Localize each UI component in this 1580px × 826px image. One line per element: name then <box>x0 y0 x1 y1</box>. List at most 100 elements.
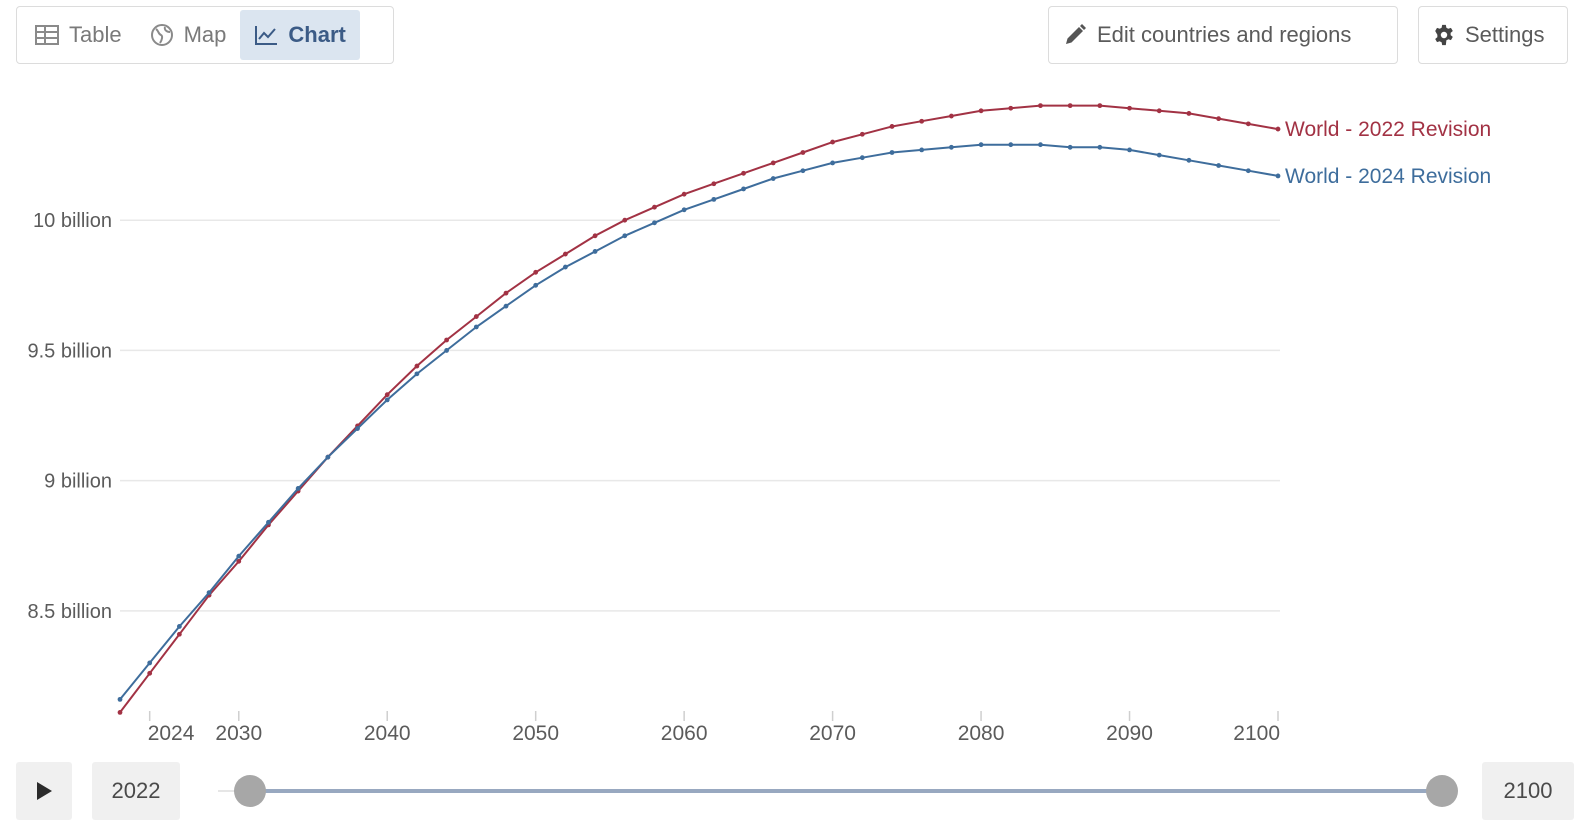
data-point <box>384 392 390 398</box>
y-tick-label: 9 billion <box>44 471 112 493</box>
data-point <box>1275 173 1281 179</box>
x-tick-label: 2070 <box>809 722 856 745</box>
data-point <box>414 363 420 369</box>
play-icon <box>37 782 52 800</box>
y-tick-label: 9.5 billion <box>27 340 112 362</box>
table-icon <box>35 25 59 45</box>
gridlines <box>120 219 1280 612</box>
data-point <box>830 160 836 166</box>
x-tick-label: 2040 <box>364 722 411 745</box>
data-point <box>1156 108 1162 114</box>
data-point <box>1097 144 1103 150</box>
data-point <box>681 207 687 213</box>
data-point <box>592 249 598 254</box>
x-tick-label: 2024 <box>148 722 195 745</box>
tab-chart-label: Chart <box>288 22 346 47</box>
timeline-end-year: 2100 <box>1482 762 1574 820</box>
data-point <box>533 282 539 288</box>
data-point <box>800 150 806 155</box>
data-point <box>592 233 598 239</box>
timeline-slider-track[interactable] <box>250 789 1442 793</box>
settings-button[interactable]: Settings <box>1418 6 1568 64</box>
series-line <box>119 143 1279 701</box>
data-point <box>741 170 746 176</box>
data-point <box>473 314 479 319</box>
data-point <box>1216 163 1222 168</box>
tab-map[interactable]: Map <box>136 10 241 60</box>
data-point <box>562 264 568 270</box>
data-point <box>978 142 984 148</box>
data-point <box>1008 142 1014 148</box>
timeline-end-handle[interactable] <box>1426 775 1458 807</box>
series-label: World - 2024 Revision <box>1285 165 1491 188</box>
x-tick-label: 2060 <box>661 722 708 745</box>
data-point <box>414 371 420 377</box>
y-tick-label: 8.5 billion <box>27 601 112 623</box>
series-label: World - 2022 Revision <box>1285 118 1491 141</box>
line-chart: 8.5 billion 9 billion 9.5 billion 10 billio… <box>27 103 1491 745</box>
data-point <box>889 124 895 129</box>
data-point <box>770 160 776 166</box>
data-point <box>1008 105 1014 111</box>
data-point <box>741 186 746 192</box>
tab-table[interactable]: Table <box>21 10 136 60</box>
data-point <box>622 233 628 239</box>
data-point <box>681 191 687 197</box>
x-tick-label: 2030 <box>215 722 262 745</box>
data-point <box>1067 144 1073 150</box>
edit-countries-label: Edit countries and regions <box>1097 22 1352 47</box>
globe-icon <box>150 24 173 46</box>
data-point <box>503 303 509 309</box>
data-point <box>1127 147 1132 153</box>
data-point <box>948 113 954 119</box>
tab-table-label: Table <box>69 22 122 47</box>
data-point <box>533 269 539 275</box>
edit-countries-button[interactable]: Edit countries and regions <box>1048 6 1398 64</box>
data-point <box>1097 103 1103 109</box>
data-point <box>176 624 182 629</box>
data-point <box>236 558 242 564</box>
x-tick-label: 2080 <box>958 722 1005 745</box>
data-point <box>1127 105 1132 111</box>
data-point <box>622 217 628 223</box>
data-point <box>503 290 509 296</box>
data-point <box>1067 103 1073 109</box>
data-point <box>1275 126 1281 132</box>
data-point <box>800 168 806 174</box>
settings-label: Settings <box>1465 22 1545 47</box>
data-point <box>652 204 657 210</box>
data-point <box>919 118 925 124</box>
data-point <box>830 139 836 145</box>
series-labels: World - 2022 Revision World - 2024 Revisi… <box>1285 118 1491 188</box>
data-point <box>1186 111 1192 116</box>
data-point <box>295 486 301 491</box>
y-axis-ticks: 8.5 billion 9 billion 9.5 billion 10 billio… <box>27 210 112 623</box>
series-group <box>117 103 1281 715</box>
tab-map-label: Map <box>183 22 227 47</box>
timeline-start-handle[interactable] <box>234 775 266 807</box>
data-point <box>325 454 331 460</box>
series-line <box>119 104 1279 714</box>
data-point <box>562 251 568 257</box>
tab-chart[interactable]: Chart <box>240 10 360 60</box>
view-tabs: Table Map Chart <box>16 6 394 64</box>
data-point <box>652 220 657 226</box>
x-tick-label: 2050 <box>512 722 559 745</box>
line-chart-icon <box>255 26 278 45</box>
data-point <box>948 144 954 150</box>
x-tick-label: 2090 <box>1106 722 1153 745</box>
data-point <box>444 348 450 353</box>
data-point <box>1245 121 1251 127</box>
data-point <box>919 147 925 153</box>
data-point <box>1216 116 1222 122</box>
gear-icon <box>1435 24 1453 46</box>
data-point <box>711 181 717 187</box>
data-point <box>770 176 776 181</box>
data-point <box>1156 152 1162 158</box>
data-point <box>978 108 984 114</box>
data-point <box>473 324 479 330</box>
y-tick-label: 10 billion <box>33 210 112 232</box>
play-button[interactable] <box>16 762 72 820</box>
data-point <box>384 397 390 403</box>
